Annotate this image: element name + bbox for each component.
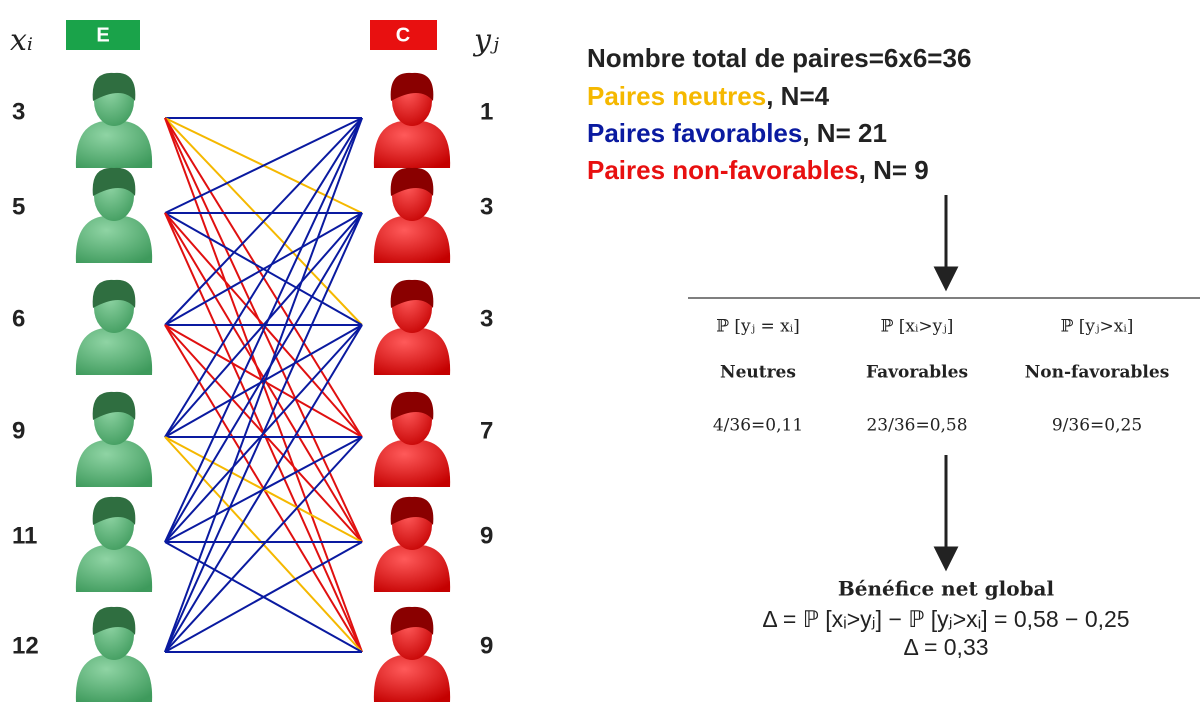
right-value: 7 [480, 417, 493, 444]
pair-line [164, 212, 363, 438]
left-value: 12 [12, 632, 39, 659]
summary-unfavorable: Paires non-favorables, N= 9 [587, 155, 929, 185]
result-title: Bénéfice net global [838, 577, 1055, 601]
person-body [75, 655, 153, 702]
person-icon [75, 391, 153, 487]
pair-line [164, 212, 363, 653]
x-label: xᵢ [10, 23, 33, 58]
right-value: 3 [480, 305, 493, 332]
left-value: 3 [12, 98, 25, 125]
person-hair [92, 72, 136, 101]
pair-line [164, 117, 363, 543]
person-body [75, 121, 153, 168]
left-value: 9 [12, 417, 25, 444]
result-value: Δ = 0,33 [903, 634, 988, 660]
person-icon [75, 72, 153, 168]
group-c-box [370, 20, 437, 50]
left-value: 6 [12, 305, 25, 332]
person-hair [92, 167, 136, 196]
pair-line [164, 541, 363, 653]
person-icon [373, 606, 451, 702]
person-body [373, 440, 451, 487]
person-body [75, 440, 153, 487]
person-hair [390, 606, 434, 635]
unfavorable-label: Paires non-favorables [587, 155, 859, 185]
left-value: 11 [12, 522, 37, 549]
table-cell: ℙ [yⱼ = xᵢ] [716, 317, 800, 337]
person-hair [390, 496, 434, 525]
person-icon [373, 391, 451, 487]
neutral-count: , N=4 [766, 81, 829, 111]
table-cell: ℙ [xᵢ>yⱼ] [881, 317, 954, 337]
person-hair [92, 279, 136, 308]
person-body [373, 121, 451, 168]
person-icon [75, 496, 153, 592]
group-e: E [96, 24, 109, 46]
table-cell: Neutres [720, 363, 796, 383]
result-formula: Δ = ℙ [xᵢ>yⱼ] − ℙ [yⱼ>xᵢ] = 0,58 − 0,25 [762, 606, 1129, 632]
person-body [75, 216, 153, 263]
pair-line [164, 117, 363, 326]
person-icon [75, 606, 153, 702]
pair-line [164, 117, 363, 214]
person-hair [390, 391, 434, 420]
right-value: 9 [480, 632, 493, 659]
person-icon [373, 167, 451, 263]
person-body [373, 655, 451, 702]
pair-line [164, 212, 363, 543]
person-icon [75, 279, 153, 375]
pair-line [164, 436, 363, 653]
pair-line [164, 117, 363, 438]
person-icon [373, 496, 451, 592]
summary-neutral: Paires neutres, N=4 [587, 81, 830, 111]
table-cell: Favorables [866, 363, 968, 383]
person-body [75, 328, 153, 375]
y-label: yⱼ [472, 23, 499, 58]
favorable-count: , N= 21 [802, 118, 887, 148]
right-value: 1 [480, 98, 493, 125]
person-hair [92, 606, 136, 635]
person-hair [390, 167, 434, 196]
person-hair [390, 279, 434, 308]
person-body [373, 545, 451, 592]
person-hair [92, 496, 136, 525]
left-value: 5 [12, 193, 25, 220]
summary-total: Nombre total de paires=6x6=36 [587, 43, 971, 73]
summary-favorable: Paires favorables, N= 21 [587, 118, 887, 148]
person-icon [373, 279, 451, 375]
table-cell: 9/36=0,25 [1052, 416, 1142, 436]
right-value: 9 [480, 522, 493, 549]
person-body [373, 328, 451, 375]
right-value: 3 [480, 193, 493, 220]
favorable-label: Paires favorables [587, 118, 802, 148]
table-cell: 4/36=0,11 [713, 416, 803, 436]
unfavorable-count: , N= 9 [859, 155, 929, 185]
person-hair [92, 391, 136, 420]
person-icon [75, 167, 153, 263]
person-icon [373, 72, 451, 168]
table-cell: Non-favorables [1025, 363, 1170, 383]
pair-line [164, 324, 363, 438]
person-body [75, 545, 153, 592]
pair-line [164, 212, 363, 326]
person-hair [390, 72, 434, 101]
pair-line [164, 324, 363, 653]
neutral-label: Paires neutres [587, 81, 766, 111]
group-c: C [396, 24, 410, 46]
table-cell: ℙ [yⱼ>xᵢ] [1061, 317, 1134, 337]
table-cell: 23/36=0,58 [866, 416, 967, 436]
arrows [933, 195, 959, 572]
person-body [373, 216, 451, 263]
group-e-box [66, 20, 140, 50]
pair-line [164, 117, 363, 653]
